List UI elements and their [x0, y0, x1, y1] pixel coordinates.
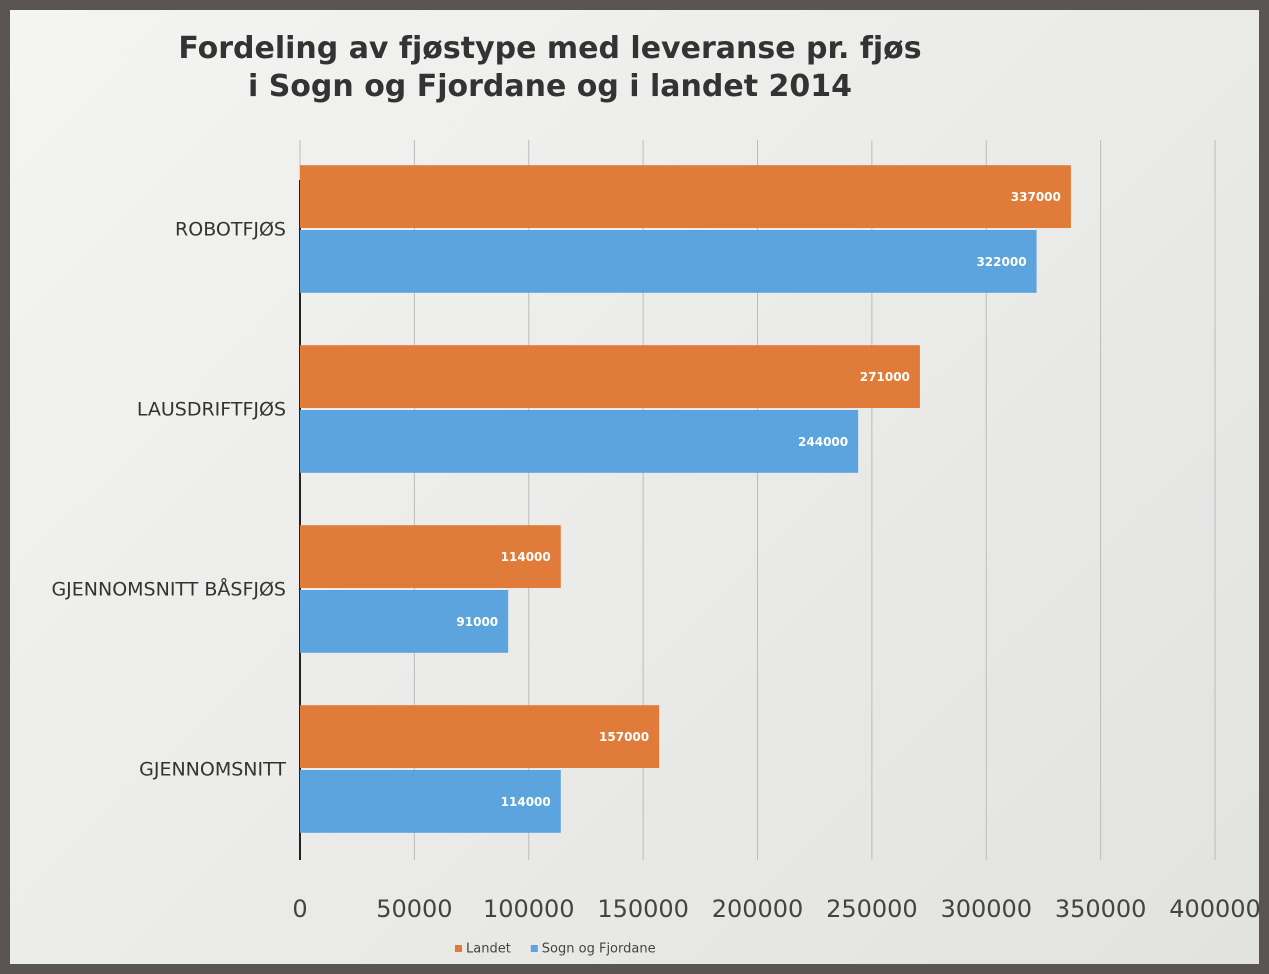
data-label: 271000	[860, 370, 910, 384]
x-tick-label: 300000	[940, 895, 1032, 923]
legend-swatch	[455, 945, 462, 952]
legend-swatch	[530, 945, 538, 952]
legend-label: Sogn og Fjordane	[542, 942, 656, 957]
x-tick-label: 200000	[712, 895, 804, 923]
bar	[300, 410, 859, 473]
data-label: 114000	[501, 550, 551, 564]
bar	[300, 525, 561, 588]
category-label: LAUSDRIFTFJØS	[137, 399, 286, 421]
category-label: ROBOTFJØS	[175, 219, 286, 241]
x-tick-label: 50000	[376, 895, 452, 923]
x-tick-label: 150000	[597, 895, 689, 923]
x-tick-label: 400000	[1169, 895, 1261, 923]
chart-title: Fordeling av fjøstype med leveranse pr. …	[178, 31, 922, 104]
category-label: GJENNOMSNITT	[139, 759, 286, 781]
x-tick-label: 0	[292, 895, 307, 923]
bar	[300, 230, 1037, 293]
bar	[300, 165, 1071, 228]
data-label: 114000	[501, 795, 551, 809]
data-label: 244000	[798, 435, 848, 449]
legend-label: Landet	[466, 942, 511, 957]
data-label: 157000	[599, 730, 649, 744]
bar	[300, 705, 660, 768]
data-label: 337000	[1011, 190, 1061, 204]
bar	[300, 590, 509, 653]
category-label: GJENNOMSNITT BÅSFJØS	[51, 578, 286, 601]
x-tick-label: 350000	[1055, 895, 1147, 923]
data-label: 322000	[976, 255, 1026, 269]
data-label: 91000	[456, 615, 498, 629]
x-tick-label: 100000	[483, 895, 575, 923]
x-tick-label: 250000	[826, 895, 918, 923]
bar	[300, 770, 561, 833]
bar	[300, 345, 920, 408]
